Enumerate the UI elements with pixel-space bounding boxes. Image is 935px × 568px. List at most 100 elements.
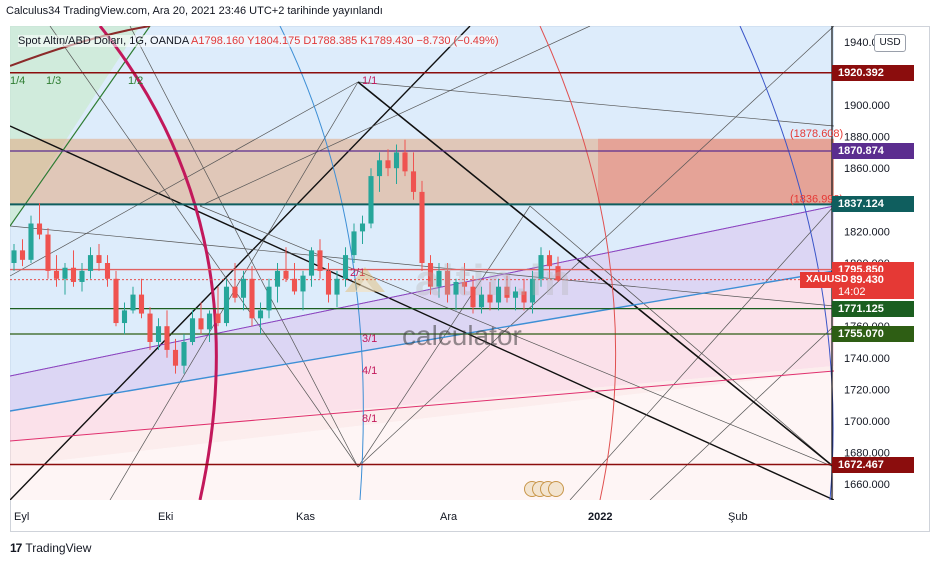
candle [240,270,247,311]
gann-ratio-label: 1/4 [10,75,25,87]
candle-body [164,326,170,350]
candle [36,202,43,240]
candle [308,247,315,287]
candle [334,270,340,308]
candle-body [555,266,561,281]
altin-logo-icon [345,267,385,292]
candle [155,318,162,350]
gann-line [529,205,834,468]
price-tag: 1837.124 [832,196,914,213]
candle [215,286,221,327]
candle-body [300,275,306,292]
gann-line [10,81,359,277]
gann-line [357,26,834,468]
candle [291,263,298,295]
gann-arc-indigo [739,26,834,500]
x-tick-label: 2022 [588,511,612,523]
candle-body [215,313,221,324]
candle [164,310,170,358]
tradingview-brand[interactable]: TradingView [25,541,92,555]
candle [453,278,459,311]
candle-body [283,270,289,279]
candle-body [104,263,111,279]
y-tick-label: 1660.000 [844,479,890,491]
countdown-tag: 14:02 [832,285,914,299]
candle-body [342,255,349,279]
gann-main-line [357,81,834,468]
candle [546,250,553,279]
candle [461,263,468,295]
candle-body [70,267,77,282]
candle [368,168,374,229]
altin-watermark: altin.in [415,256,573,305]
candle [410,152,417,200]
candle-body [359,223,366,232]
currency-button[interactable]: USD [874,34,906,52]
candle-body [427,263,434,287]
y-tick-label: 1820.000 [844,226,890,238]
x-tick-label: Eki [158,511,173,523]
candle [104,255,111,287]
candle-body [79,270,85,282]
y-tick-label: 1720.000 [844,384,890,396]
candle [495,278,502,311]
candle [28,215,34,263]
zone-annotation: (1878.608) [790,128,843,140]
candle-body [393,152,400,169]
candle [257,302,264,335]
zone-annotation: (1836.992) [790,194,843,206]
candle [45,228,51,279]
candle-body [538,255,544,279]
candle [113,270,119,327]
candle-body [478,294,485,308]
candle [19,239,26,267]
y-tick-label: 1900.000 [844,100,890,112]
candle [96,244,102,271]
candle-body [249,278,255,319]
candle-body [436,270,442,287]
candle [181,334,187,374]
candle-body [138,294,145,314]
gann-ratio-label: 1/3 [46,75,61,87]
candle-body [266,286,272,311]
candle-body [368,176,374,224]
gann-line [129,26,359,468]
candle [70,250,77,287]
candle [283,247,289,282]
gann-ratio-label: 1/2 [128,75,143,87]
candle-body [317,250,323,271]
candle-body [325,270,332,295]
candle-body [198,318,204,330]
candle [266,278,272,319]
candle-body [546,255,553,267]
candle [11,244,17,271]
price-tag: 1755.070 [832,325,914,342]
gann-line [199,26,591,207]
candle [206,310,213,342]
chart-canvas[interactable]: 1/4 1/3 1/2 1/1 2/1 3/1 4/1 8/1 (1878.608) (1836.… [10,26,928,530]
candle [538,247,544,287]
candle-body [113,278,119,324]
candle [121,302,128,335]
candle-body [376,160,383,177]
calculator-watermark: calculator [402,320,522,351]
candle-body [172,349,179,366]
candle [342,247,349,287]
candle [478,286,485,314]
publish-header: Calculus34 TradingView.com, Ara 20, 2021… [6,5,383,17]
gann-line [569,205,834,500]
candle-body [521,291,527,303]
candle-body [512,291,519,298]
symbol-tag: XAUUSD [800,271,850,288]
candle-body [206,313,213,330]
symbol-label: Spot Altın/ABD Doları, 1G, OANDA [18,35,189,47]
candle-body [28,223,34,260]
y-tick-label: 1880.000 [844,132,890,144]
candle [427,255,434,295]
candle [130,286,136,314]
y-tick-label: 1860.000 [844,163,890,175]
gann-ratio-label: 4/1 [362,365,377,377]
x-tick-label: Ara [440,511,458,523]
candle [325,263,332,303]
x-tick-label: Eyl [14,511,29,523]
